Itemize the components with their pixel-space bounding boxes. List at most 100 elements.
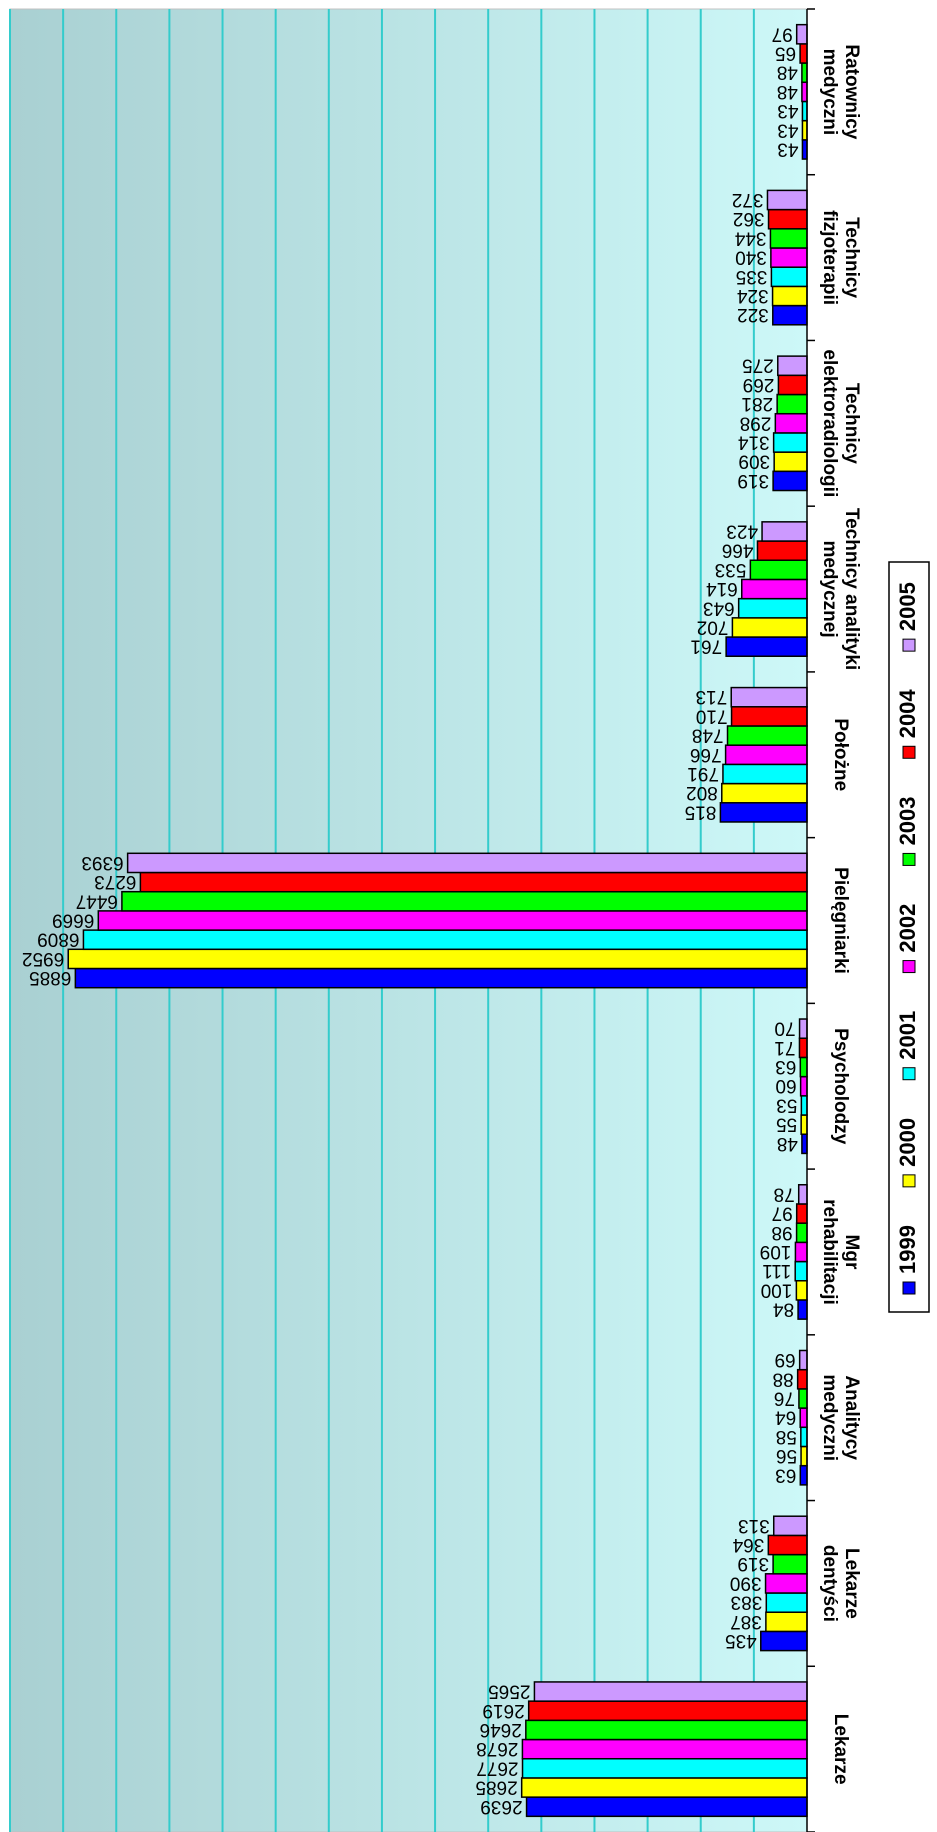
category-label-line: Analitycy: [841, 1375, 862, 1460]
data-label: 815: [685, 801, 717, 822]
data-label: 98: [771, 1222, 792, 1243]
bar: [741, 578, 808, 600]
bar: [772, 470, 808, 492]
data-label: 2685: [475, 1777, 517, 1798]
legend-label: 2005: [895, 582, 920, 631]
data-label: 2678: [476, 1738, 518, 1759]
bar: [525, 1719, 808, 1741]
bar: [769, 228, 808, 249]
bar: [799, 1407, 808, 1429]
data-label: 6809: [37, 929, 79, 950]
bar: [525, 1796, 808, 1818]
bar: [795, 1280, 808, 1301]
bar: [139, 871, 808, 893]
bar: [726, 725, 808, 746]
bar: [737, 597, 808, 619]
bar: [82, 929, 808, 951]
bar: [777, 355, 808, 377]
data-label: 43: [777, 100, 798, 121]
bar: [721, 782, 808, 804]
data-label: 614: [706, 578, 738, 599]
data-label: 748: [692, 725, 724, 746]
bar: [799, 43, 808, 64]
legend-swatch: [902, 1174, 916, 1188]
category-label-line: Technicy: [841, 383, 862, 464]
bar: [798, 1037, 808, 1059]
data-label: 55: [776, 1114, 797, 1135]
bar: [794, 1260, 808, 1282]
bar: [772, 1553, 808, 1575]
data-label: 6393: [81, 852, 123, 873]
category-label-line: Położne: [830, 718, 851, 791]
data-label: 76: [774, 1387, 795, 1408]
bar: [797, 1184, 808, 1205]
data-label: 63: [775, 1464, 796, 1485]
category-label-line: medyczni: [819, 49, 840, 136]
bar: [799, 1056, 808, 1078]
category-label-line: fizjoterapii: [819, 210, 840, 305]
data-label: 314: [737, 432, 769, 453]
bar: [527, 1700, 808, 1722]
data-label: 43: [777, 138, 798, 159]
data-label: 109: [760, 1241, 792, 1262]
data-label: 60: [775, 1075, 796, 1096]
data-label: 48: [777, 62, 798, 83]
data-label: 335: [736, 266, 768, 287]
data-label: 791: [687, 763, 719, 784]
bar: [772, 432, 808, 453]
bar: [800, 1095, 808, 1116]
data-label: 56: [776, 1445, 797, 1466]
data-label: 2646: [480, 1719, 522, 1740]
data-label: 64: [775, 1407, 797, 1428]
bar: [722, 763, 808, 785]
category-label-line: rehabilitacji: [819, 1199, 840, 1305]
bar: [97, 910, 808, 931]
category-label: Położne: [830, 718, 851, 791]
legend-swatch: [902, 745, 916, 759]
data-label: 319: [737, 1553, 769, 1574]
data-label: 63: [775, 1056, 796, 1077]
legend-label: 2003: [895, 796, 920, 845]
category-label-line: Lekarze: [841, 1548, 862, 1619]
bar: [795, 1222, 808, 1244]
bar: [801, 81, 808, 103]
data-label: 6447: [76, 890, 118, 911]
bar: [533, 1681, 808, 1702]
bar: [777, 374, 808, 396]
legend-label: 1999: [895, 1225, 920, 1274]
category-label-line: Technicy: [841, 217, 862, 298]
bar: [796, 1368, 808, 1390]
data-label: 324: [736, 285, 768, 306]
legend-swatch: [902, 1281, 916, 1295]
data-label: 298: [740, 412, 772, 433]
bar: [725, 636, 808, 657]
data-label: 58: [776, 1426, 797, 1447]
bar: [520, 1777, 808, 1798]
data-label: 97: [772, 1203, 793, 1224]
data-label: 281: [741, 393, 773, 414]
data-label: 71: [774, 1037, 795, 1058]
data-label: 84: [773, 1299, 795, 1320]
category-label: Pielęgniarki: [830, 867, 851, 974]
bar: [730, 686, 808, 708]
bar: [766, 189, 808, 211]
data-label: 340: [735, 247, 767, 268]
data-label: 6273: [94, 871, 136, 892]
legend-label: 2004: [895, 689, 920, 739]
data-label: 423: [726, 520, 758, 541]
bar: [800, 1114, 808, 1135]
bar: [74, 967, 808, 989]
legend-swatch: [902, 638, 916, 652]
data-label: 53: [776, 1094, 797, 1115]
data-label: 6885: [29, 967, 71, 988]
data-label: 111: [762, 1260, 791, 1281]
bar: [798, 1388, 808, 1409]
bar: [795, 23, 808, 45]
bar: [795, 1203, 808, 1224]
legend-label: 2001: [895, 1011, 920, 1060]
data-label: 275: [742, 355, 774, 376]
data-label: 69: [775, 1349, 796, 1370]
